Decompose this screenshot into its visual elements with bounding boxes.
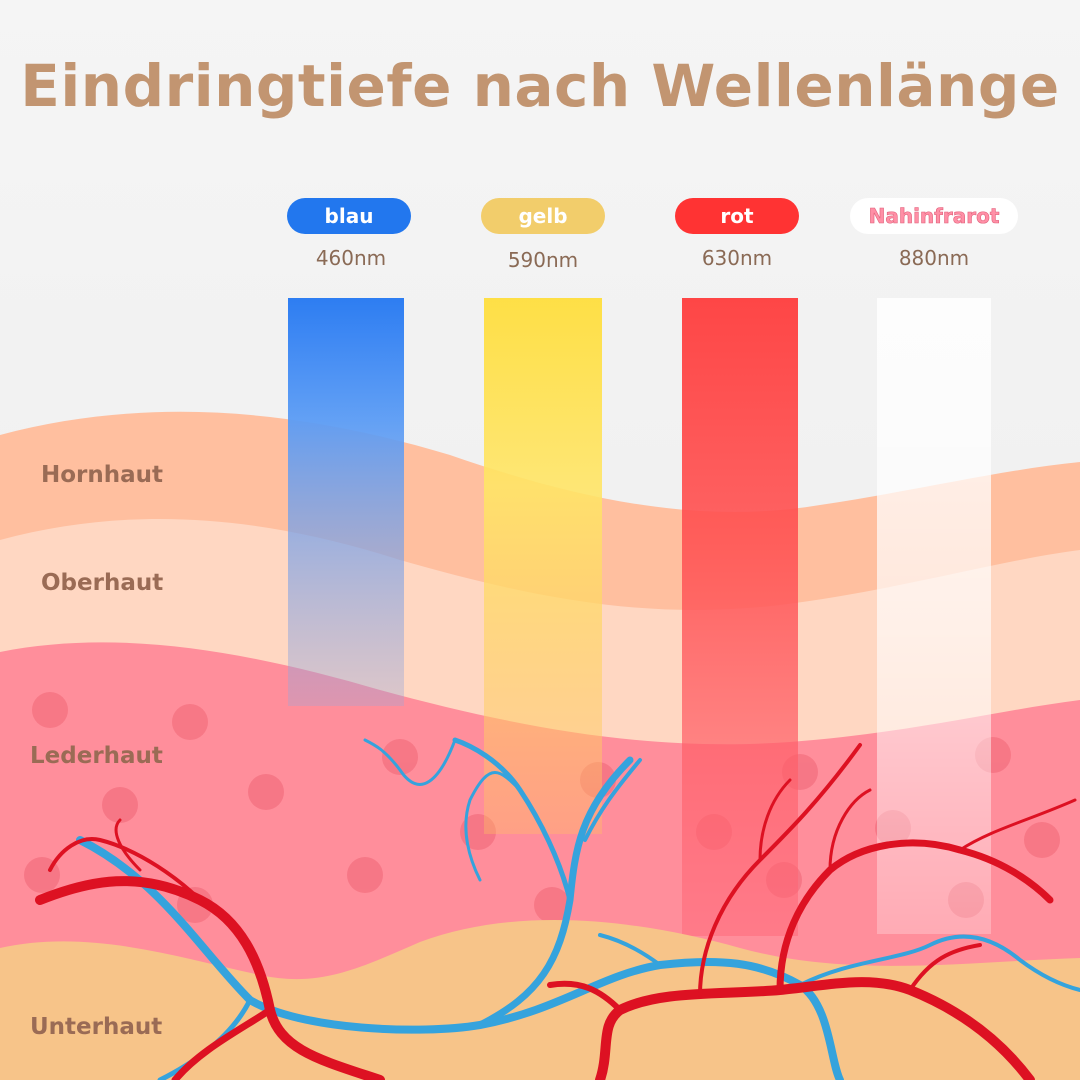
wavelength-nm-nahinfrarot: 880nm bbox=[898, 246, 970, 270]
layer-unterhaut-shape bbox=[0, 920, 1080, 1080]
wavelength-name-nahinfrarot: Nahinfrarot bbox=[868, 204, 1000, 229]
bar-rot bbox=[682, 298, 798, 936]
layer-label-hornhaut: Hornhaut bbox=[41, 462, 164, 488]
arteries bbox=[35, 743, 1077, 1080]
wavelength-name-rot: rot bbox=[720, 204, 754, 228]
skin-cells bbox=[24, 692, 1060, 923]
layer-label-unterhaut: Unterhaut bbox=[30, 1014, 163, 1040]
bar-blau bbox=[288, 298, 404, 706]
wavelength-pill-gelb: gelb bbox=[481, 198, 605, 234]
wavelength-name-gelb: gelb bbox=[518, 204, 568, 228]
layer-label-oberhaut: Oberhaut bbox=[41, 570, 164, 596]
bar-nahinfrarot bbox=[877, 298, 991, 934]
layer-label-lederhaut: Lederhaut bbox=[30, 743, 163, 769]
page-title: Eindringtiefe nach Wellenlänge bbox=[20, 52, 1060, 120]
wavelength-nm-rot: 630nm bbox=[701, 246, 773, 270]
bar-gelb bbox=[484, 298, 602, 834]
wavelength-nm-blau: 460nm bbox=[315, 246, 387, 270]
wavelength-nm-gelb: 590nm bbox=[507, 248, 579, 272]
wavelength-pill-nahinfrarot: Nahinfrarot bbox=[850, 198, 1018, 234]
wavelength-pill-rot: rot bbox=[675, 198, 799, 234]
wavelength-name-blau: blau bbox=[324, 204, 374, 228]
wavelength-pill-blau: blau bbox=[287, 198, 411, 234]
